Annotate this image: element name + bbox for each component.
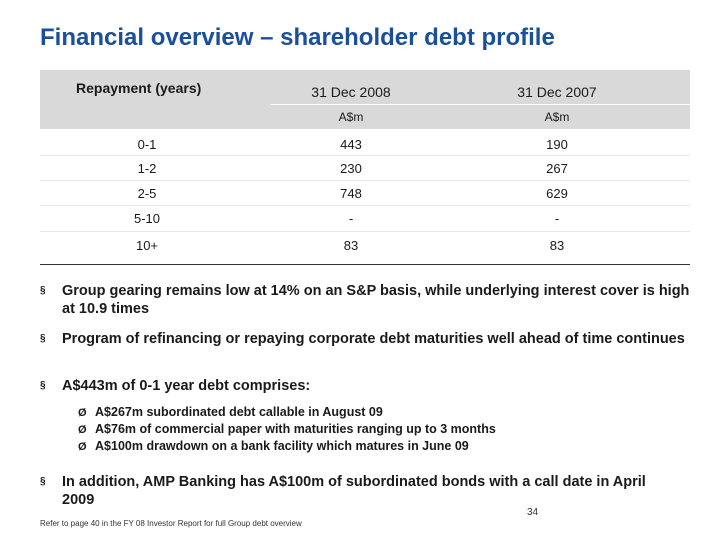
sub-bullet: Ø A$100m drawdown on a bank facility whi… [78, 438, 678, 456]
page-title: Financial overview – shareholder debt pr… [40, 24, 555, 51]
bullet-text: A$443m of 0-1 year debt comprises: [62, 378, 311, 394]
row-header-label: Repayment (years) [76, 80, 202, 96]
value-2007: 190 [546, 137, 568, 152]
bullet-gearing: § Group gearing remains low at 14% on an… [40, 282, 705, 318]
arrow-icon: Ø [78, 424, 87, 436]
table-bottom-rule [40, 264, 690, 265]
bullet-marker: § [40, 333, 46, 344]
sub-bullet-text: A$267m subordinated debt callable in Aug… [95, 405, 383, 419]
footnote: Refer to page 40 in the FY 08 Investor R… [40, 519, 302, 528]
sub-bullet: Ø A$76m of commercial paper with maturit… [78, 421, 678, 439]
debt-profile-table: Repayment (years) 31 Dec 2008 31 Dec 200… [40, 70, 690, 265]
sub-bullet-text: A$100m drawdown on a bank facility which… [95, 439, 469, 453]
value-2008: 443 [340, 137, 362, 152]
row-divider [40, 231, 690, 232]
row-divider [40, 155, 690, 156]
unit-label-2008: A$m [338, 110, 364, 124]
bullet-marker: § [40, 380, 46, 391]
value-2008: 83 [343, 238, 359, 253]
arrow-icon: Ø [78, 441, 87, 453]
value-2008: 748 [340, 186, 362, 201]
page-number: 34 [527, 507, 539, 518]
bullet-marker: § [40, 285, 46, 296]
row-label: 5-10 [133, 211, 161, 226]
bullet-text: Program of refinancing or repaying corpo… [62, 331, 685, 347]
bullet-text: Group gearing remains low at 14% on an S… [62, 283, 690, 317]
sub-bullet: Ø A$267m subordinated debt callable in A… [78, 404, 678, 422]
row-label: 1-2 [137, 161, 157, 176]
unit-label-2007: A$m [544, 110, 570, 124]
value-2007: - [554, 211, 560, 226]
value-2008: 230 [340, 161, 362, 176]
row-label: 2-5 [137, 186, 157, 201]
sub-bullet-text: A$76m of commercial paper with maturitie… [95, 422, 496, 436]
table-header-band [40, 70, 690, 129]
bullet-amp-banking: § In addition, AMP Banking has A$100m of… [40, 473, 680, 509]
bullet-text: In addition, AMP Banking has A$100m of s… [62, 474, 646, 508]
bullet-refinancing: § Program of refinancing or repaying cor… [40, 330, 705, 348]
header-divider [270, 104, 690, 105]
value-2007: 83 [549, 238, 565, 253]
column-header-2008: 31 Dec 2008 [311, 84, 391, 100]
value-2007: 629 [546, 186, 568, 201]
value-2007: 267 [546, 161, 568, 176]
row-label: 10+ [135, 238, 159, 253]
row-divider [40, 205, 690, 206]
row-divider [40, 180, 690, 181]
value-2008: - [348, 211, 354, 226]
header-divider [40, 129, 690, 130]
bullet-marker: § [40, 476, 46, 487]
arrow-icon: Ø [78, 407, 87, 419]
column-header-2007: 31 Dec 2007 [517, 84, 597, 100]
bullet-short-term-debt: § A$443m of 0-1 year debt comprises: [40, 377, 705, 395]
row-label: 0-1 [137, 137, 157, 152]
